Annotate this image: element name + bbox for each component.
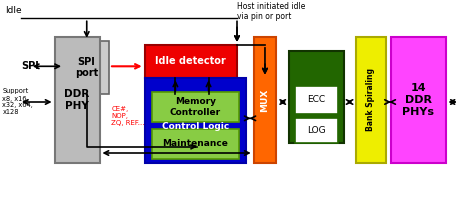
Bar bbox=[152, 129, 239, 159]
Bar bbox=[254, 37, 276, 163]
Text: ECC: ECC bbox=[308, 95, 326, 104]
Bar bbox=[145, 78, 246, 163]
Text: Idle detector: Idle detector bbox=[155, 56, 226, 66]
Text: SPI: SPI bbox=[21, 61, 39, 71]
Text: EDAC: EDAC bbox=[303, 106, 330, 115]
Bar bbox=[356, 37, 386, 163]
Text: Maintenance: Maintenance bbox=[163, 139, 228, 148]
Text: Memory
Controller: Memory Controller bbox=[170, 97, 221, 117]
Text: DDR
PHY: DDR PHY bbox=[64, 89, 90, 111]
Bar bbox=[295, 86, 338, 114]
Text: MUX: MUX bbox=[261, 88, 269, 112]
Text: 14
DDR
PHYs: 14 DDR PHYs bbox=[402, 83, 434, 116]
Text: CE#,
NOP,
ZQ, REF...: CE#, NOP, ZQ, REF... bbox=[111, 106, 145, 126]
Text: Bank Spiraling: Bank Spiraling bbox=[366, 69, 375, 131]
Text: Host initiated idle
via pin or port: Host initiated idle via pin or port bbox=[237, 2, 305, 21]
Bar bbox=[64, 41, 109, 94]
Text: Idle: Idle bbox=[5, 6, 21, 15]
Text: Control Logic: Control Logic bbox=[162, 122, 229, 131]
Bar bbox=[55, 37, 100, 163]
Text: SPI
port: SPI port bbox=[75, 57, 98, 78]
Bar bbox=[391, 37, 446, 163]
Bar bbox=[289, 51, 344, 143]
Text: LOG: LOG bbox=[307, 126, 326, 135]
Text: Support
x8, x16,
x32, x64,
x128: Support x8, x16, x32, x64, x128 bbox=[2, 89, 33, 115]
Bar bbox=[152, 92, 239, 122]
Bar bbox=[295, 118, 338, 143]
Bar bbox=[145, 45, 237, 78]
